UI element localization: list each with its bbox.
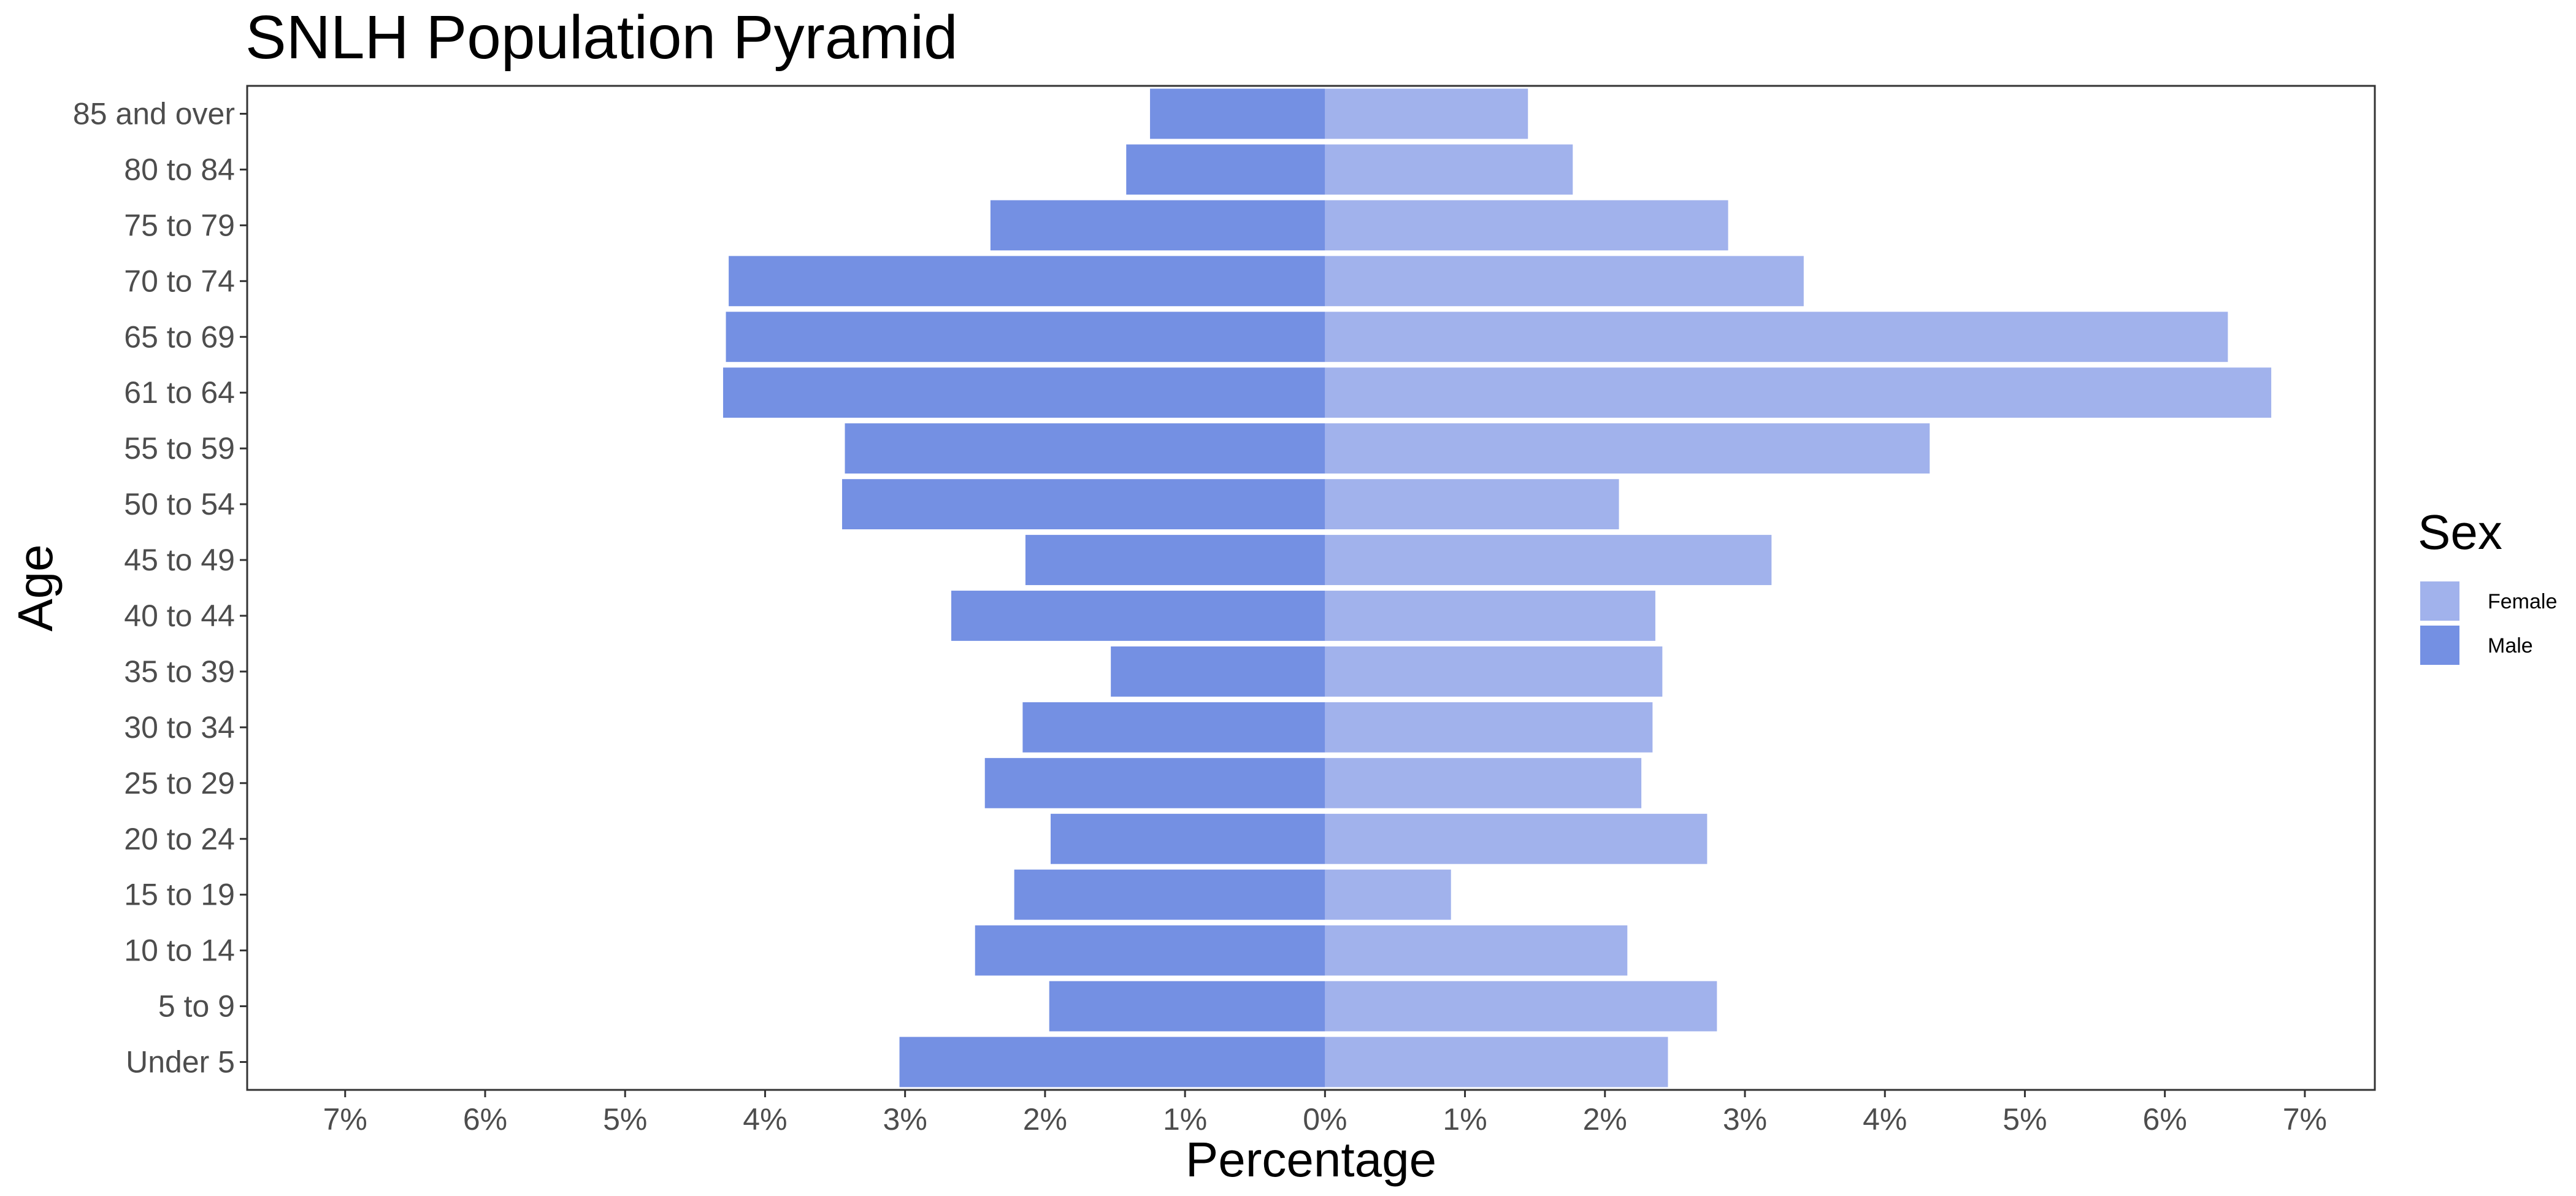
female-bar xyxy=(1325,981,1717,1032)
x-tick-label: 4% xyxy=(1863,1102,1907,1137)
chart-title: SNLH Population Pyramid xyxy=(245,3,958,72)
female-bar xyxy=(1325,757,1642,808)
female-bar xyxy=(1325,869,1451,920)
y-tick-label: 50 to 54 xyxy=(124,487,235,521)
female-bar xyxy=(1325,144,1573,195)
male-bar xyxy=(951,591,1325,641)
female-bar xyxy=(1325,535,1772,585)
y-tick-label: 30 to 34 xyxy=(124,710,235,745)
y-tick-label: 25 to 29 xyxy=(124,766,235,800)
y-axis-title: Age xyxy=(8,544,63,631)
y-tick-label: Under 5 xyxy=(126,1045,235,1079)
male-bar xyxy=(1150,88,1325,139)
x-tick-label: 6% xyxy=(2143,1102,2187,1137)
legend-label-male: Male xyxy=(2488,634,2533,657)
male-bar xyxy=(845,423,1325,474)
y-tick-label: 45 to 49 xyxy=(124,543,235,577)
y-tick-label: 70 to 74 xyxy=(124,264,235,298)
male-bar xyxy=(726,312,1325,362)
legend-key-female xyxy=(2420,581,2459,621)
male-bar xyxy=(1051,813,1325,864)
y-tick-label: 65 to 69 xyxy=(124,320,235,354)
y-tick-label: 61 to 64 xyxy=(124,375,235,410)
y-tick-label: 15 to 19 xyxy=(124,878,235,912)
female-bar xyxy=(1325,200,1728,251)
male-bar xyxy=(1025,535,1325,585)
female-bar xyxy=(1325,813,1708,864)
male-bar xyxy=(899,1037,1325,1087)
female-bar xyxy=(1325,367,2272,418)
y-tick-label: 5 to 9 xyxy=(158,989,235,1024)
female-bar xyxy=(1325,591,1655,641)
x-axis: 7% 6% 5% 4% 3% 2% 1% 0% 1% 2% 3% 4% 5% 6% 7% xyxy=(323,1090,2327,1137)
female-bar xyxy=(1325,256,1804,307)
plot-panel-border xyxy=(246,85,2376,1091)
male-bar xyxy=(729,256,1325,307)
male-bar xyxy=(841,479,1325,530)
y-tick-label: 35 to 39 xyxy=(124,654,235,689)
x-tick-label: 7% xyxy=(2283,1102,2327,1137)
y-tick-label: 85 and over xyxy=(73,96,235,131)
x-tick-label: 0% xyxy=(1303,1102,1347,1137)
male-bar xyxy=(990,200,1325,251)
male-bar xyxy=(1014,869,1325,920)
female-bar xyxy=(1325,88,1528,139)
x-tick-label: 1% xyxy=(1163,1102,1207,1137)
x-tick-label: 5% xyxy=(2003,1102,2047,1137)
male-bar xyxy=(1111,646,1325,697)
y-tick-label: 10 to 14 xyxy=(124,933,235,968)
legend-label-female: Female xyxy=(2488,590,2557,613)
female-bar xyxy=(1325,1037,1668,1087)
male-bar xyxy=(984,757,1325,808)
y-axis: Under 5 5 to 9 10 to 14 15 to 19 20 to 24 25 … xyxy=(73,96,247,1079)
x-tick-label: 6% xyxy=(463,1102,507,1137)
x-tick-label: 1% xyxy=(1443,1102,1487,1137)
y-tick-label: 80 to 84 xyxy=(124,152,235,186)
x-tick-label: 2% xyxy=(1023,1102,1067,1137)
x-tick-label: 2% xyxy=(1583,1102,1627,1137)
x-tick-label: 4% xyxy=(743,1102,787,1137)
male-bar xyxy=(1049,981,1325,1032)
y-tick-label: 40 to 44 xyxy=(124,599,235,633)
legend-title: Sex xyxy=(2418,505,2502,559)
female-bar xyxy=(1325,702,1653,753)
legend: Sex Female Male xyxy=(2418,505,2557,665)
male-bar xyxy=(723,367,1325,418)
x-tick-label: 7% xyxy=(323,1102,367,1137)
male-bar xyxy=(975,925,1325,976)
y-tick-label: 55 to 59 xyxy=(124,431,235,466)
female-bar xyxy=(1325,925,1628,976)
x-tick-label: 3% xyxy=(883,1102,927,1137)
female-bar xyxy=(1325,479,1619,530)
female-bar xyxy=(1325,312,2228,362)
y-tick-label: 75 to 79 xyxy=(124,208,235,242)
female-bar xyxy=(1325,423,1930,474)
male-bar xyxy=(1126,144,1325,195)
y-tick-label: 20 to 24 xyxy=(124,822,235,856)
x-axis-title: Percentage xyxy=(1186,1132,1436,1187)
x-tick-label: 5% xyxy=(603,1102,647,1137)
legend-key-male xyxy=(2420,626,2459,665)
x-tick-label: 3% xyxy=(1723,1102,1767,1137)
female-bar xyxy=(1325,646,1663,697)
male-bar xyxy=(1022,702,1325,753)
bars-layer xyxy=(723,88,2272,1087)
